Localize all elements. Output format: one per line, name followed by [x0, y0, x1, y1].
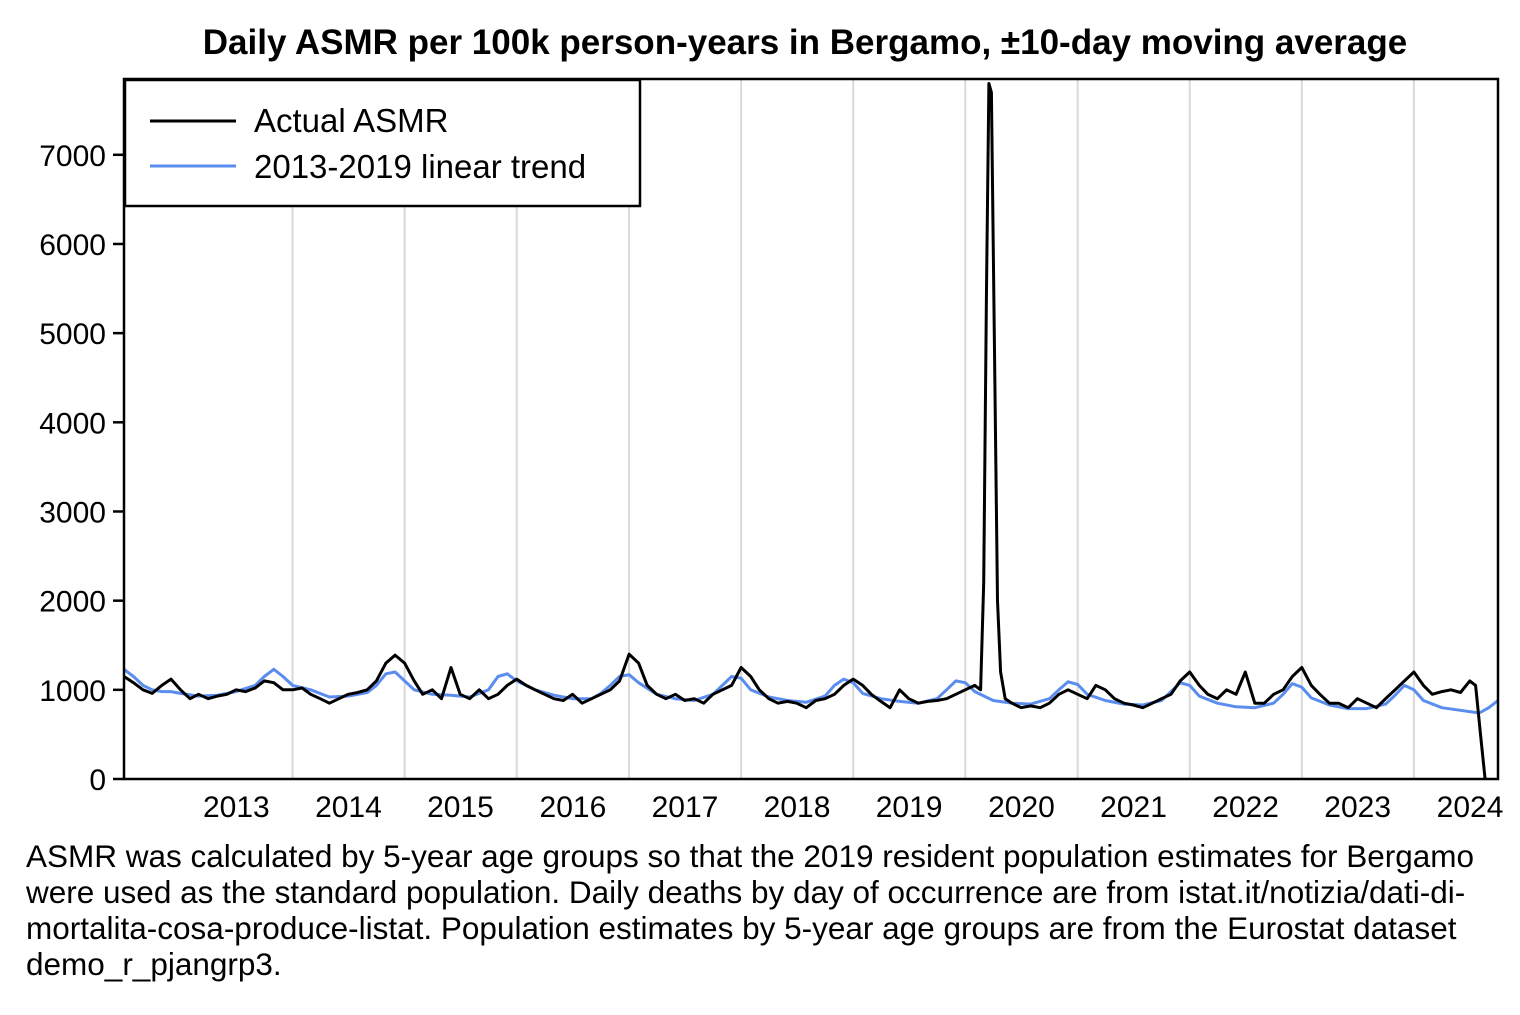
y-tick-label-2000: 2000 — [39, 586, 106, 619]
legend-label-trend: 2013-2019 linear trend — [254, 148, 586, 185]
x-tick-label-2017: 2017 — [652, 791, 719, 824]
x-axis: 2013 2014 2015 2016 2017 2018 2019 2020 2021 2022… — [203, 791, 1503, 824]
series-layer — [123, 82, 1499, 780]
y-tick-label-0: 0 — [89, 764, 106, 797]
legend: Actual ASMR 2013-2019 linear trend — [123, 78, 642, 208]
x-tick-label-2015: 2015 — [427, 791, 494, 824]
x-tick-label-2018: 2018 — [764, 791, 831, 824]
y-tick-label-1000: 1000 — [39, 675, 106, 708]
chart-caption: ASMR was calculated by 5-year age groups… — [26, 838, 1506, 982]
x-tick-label-2014: 2014 — [315, 791, 382, 824]
x-tick-label-2023: 2023 — [1324, 791, 1391, 824]
x-tick-label-2020: 2020 — [988, 791, 1055, 824]
legend-label-actual: Actual ASMR — [254, 102, 448, 139]
y-tick-label-3000: 3000 — [39, 496, 106, 529]
chart-title: Daily ASMR per 100k person-years in Berg… — [203, 23, 1408, 62]
y-tick-label-4000: 4000 — [39, 407, 106, 440]
x-tick-label-2022: 2022 — [1212, 791, 1279, 824]
x-tick-label-2013: 2013 — [203, 791, 270, 824]
y-axis: 0 1000 2000 3000 4000 5000 6000 7000 — [39, 140, 124, 797]
x-tick-label-2024: 2024 — [1437, 791, 1504, 824]
y-tick-label-6000: 6000 — [39, 229, 106, 262]
plot-frame — [122, 77, 1500, 781]
caption-text: ASMR was calculated by 5-year age groups… — [26, 838, 1475, 982]
series-line-actual-asmr — [123, 82, 1487, 780]
y-tick-label-7000: 7000 — [39, 140, 106, 173]
y-tick-label-5000: 5000 — [39, 318, 106, 351]
x-tick-label-2019: 2019 — [876, 791, 943, 824]
x-tick-label-2016: 2016 — [540, 791, 607, 824]
legend-box — [123, 78, 642, 208]
x-tick-label-2021: 2021 — [1100, 791, 1167, 824]
